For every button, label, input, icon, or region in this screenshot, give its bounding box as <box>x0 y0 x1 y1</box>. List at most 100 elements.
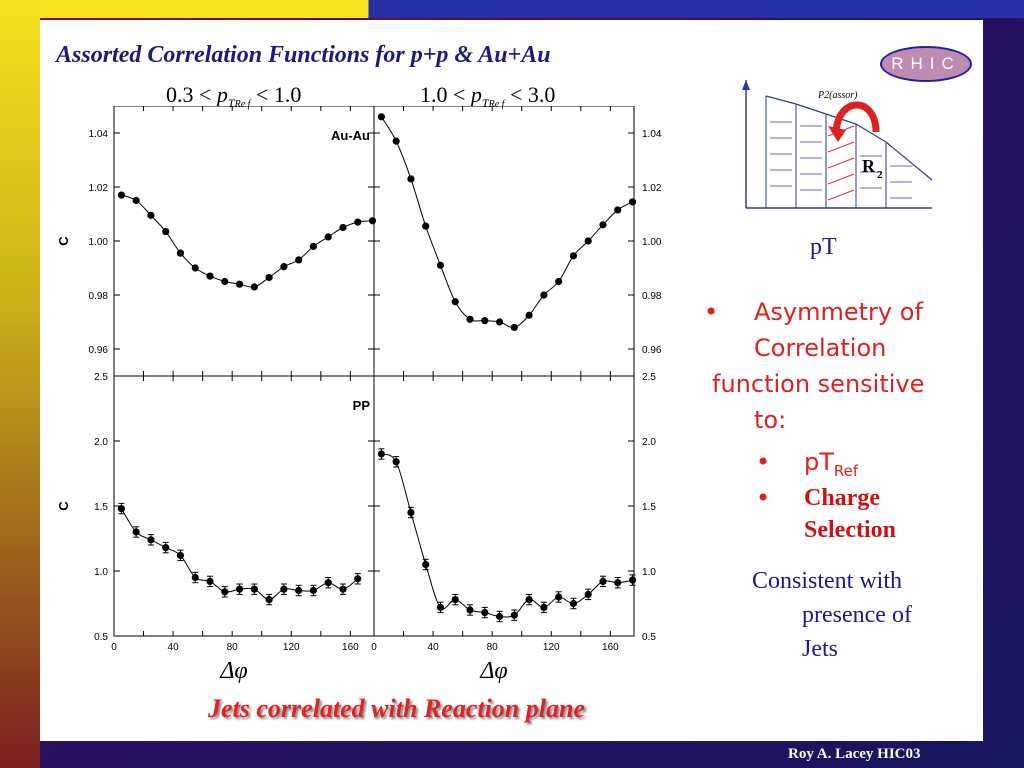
y-tick-label: 0.5 <box>94 632 108 643</box>
panel-frame <box>113 106 375 377</box>
data-point <box>392 137 400 145</box>
range-left-sub-ref: Re f <box>234 99 251 111</box>
range-right-sub-ref: Re f <box>488 99 505 111</box>
y-tick-label: 0.96 <box>89 345 109 356</box>
y-tick-label: 2.0 <box>642 437 656 448</box>
range-right-var: p <box>470 82 482 107</box>
y-tick-label: 1.04 <box>89 129 109 140</box>
y-tick-label: 0.98 <box>642 291 662 302</box>
y-tick-label: 1.5 <box>642 502 656 513</box>
data-point <box>354 575 362 583</box>
x-tick-label: 40 <box>168 642 180 653</box>
y-tick-label: 1.02 <box>89 183 109 194</box>
bullet-main-line-1: Asymmetry of <box>754 298 923 326</box>
data-point <box>339 223 347 232</box>
panel-frame <box>113 375 375 637</box>
data-point <box>584 590 592 598</box>
data-point <box>235 280 244 288</box>
pt-axis-label: pT <box>810 234 837 260</box>
range-left-low: 0.3 < <box>166 82 212 107</box>
y-tick-label: 2.0 <box>94 437 108 448</box>
data-point <box>132 196 140 205</box>
schematic-label-top: P2(assor) <box>817 90 858 101</box>
bullet-sub1-subscript: Ref <box>833 461 859 480</box>
data-point <box>295 586 303 595</box>
x-tick-label: 120 <box>543 642 560 653</box>
y-tick-label: 0.98 <box>89 291 109 302</box>
data-point <box>540 603 548 611</box>
range-left-sub: TRe f <box>228 96 251 110</box>
data-point <box>162 544 170 552</box>
schematic-label-r: R <box>862 156 876 176</box>
y-tick-label: 1.00 <box>642 237 662 248</box>
data-point <box>540 291 548 299</box>
data-point <box>295 256 303 264</box>
y-axis-label: C <box>56 501 71 511</box>
data-point <box>451 298 459 306</box>
data-point <box>354 218 362 226</box>
data-point <box>377 450 385 458</box>
data-point <box>221 277 229 286</box>
caption: Jets correlated with Reaction plane <box>208 694 585 723</box>
pt-schematic: P2(assor) R 2 <box>742 80 933 209</box>
data-point <box>481 317 489 325</box>
x-tick-label: 80 <box>227 642 239 653</box>
data-point <box>495 318 504 326</box>
data-point <box>436 261 445 269</box>
bullet-sub1: pTRef <box>804 444 858 489</box>
panel-label: PP <box>353 398 371 413</box>
right-panel: P2(assor) R 2 pT • Asymmetry of Correlat… <box>680 70 980 690</box>
data-point <box>614 579 622 587</box>
y-axis-label: C <box>56 236 71 246</box>
data-point <box>250 585 258 593</box>
data-point <box>451 596 459 604</box>
range-right-sub: TRe f <box>482 96 505 110</box>
panel-frame <box>373 106 635 377</box>
schematic-hatch-blue <box>770 121 912 199</box>
data-point <box>368 217 377 225</box>
data-point <box>339 585 347 593</box>
data-point <box>599 577 607 585</box>
data-point <box>599 221 607 229</box>
data-point <box>510 323 518 331</box>
bullet-main-line-2: Correlation <box>754 334 887 362</box>
data-point <box>280 263 288 271</box>
panel-label: Au-Au <box>331 128 370 143</box>
data-point <box>206 272 214 280</box>
data-point <box>510 611 518 619</box>
correlation-plots-svg: 0.960.981.001.021.04CAu-Au0.960.981.001.… <box>56 106 662 684</box>
data-point <box>584 237 592 245</box>
data-point <box>628 576 637 584</box>
fit-curve <box>381 453 633 618</box>
fit-curve <box>380 116 633 329</box>
bullet-sub1-text: pT <box>804 448 834 476</box>
data-point <box>569 599 578 608</box>
data-point <box>176 249 185 257</box>
data-point <box>191 264 199 272</box>
data-point <box>162 227 170 236</box>
x-tick-label: 0 <box>371 642 377 653</box>
schematic-arrow-icon <box>742 80 750 90</box>
data-point <box>407 175 415 183</box>
range-label-right: 1.0 < pTRe f < 3.0 <box>420 82 555 111</box>
data-point <box>235 585 244 593</box>
bullet-sub2-line-2: Selection <box>804 517 896 543</box>
consistent-note: Consistent with presence of Jets <box>752 564 972 666</box>
range-right-low: 1.0 < <box>420 82 466 107</box>
bullet-sub2-marker: • <box>756 484 771 512</box>
x-tick-label: 160 <box>342 642 359 653</box>
schematic-curved-arrow-icon <box>832 101 880 133</box>
y-tick-label: 1.0 <box>642 567 656 578</box>
y-tick-label: 2.5 <box>94 372 108 383</box>
range-left-var: p <box>216 82 228 107</box>
data-point <box>206 577 214 585</box>
y-tick-label: 0.5 <box>642 632 656 643</box>
schematic-arrowhead-icon <box>828 126 846 142</box>
bullet-sub1-marker: • <box>756 448 771 476</box>
data-point <box>377 113 385 121</box>
data-point <box>481 609 489 617</box>
x-axis-label: Δφ <box>479 658 507 684</box>
y-tick-label: 2.5 <box>642 372 656 383</box>
consistent-line-1: Consistent with <box>752 568 903 594</box>
data-point <box>191 573 199 582</box>
